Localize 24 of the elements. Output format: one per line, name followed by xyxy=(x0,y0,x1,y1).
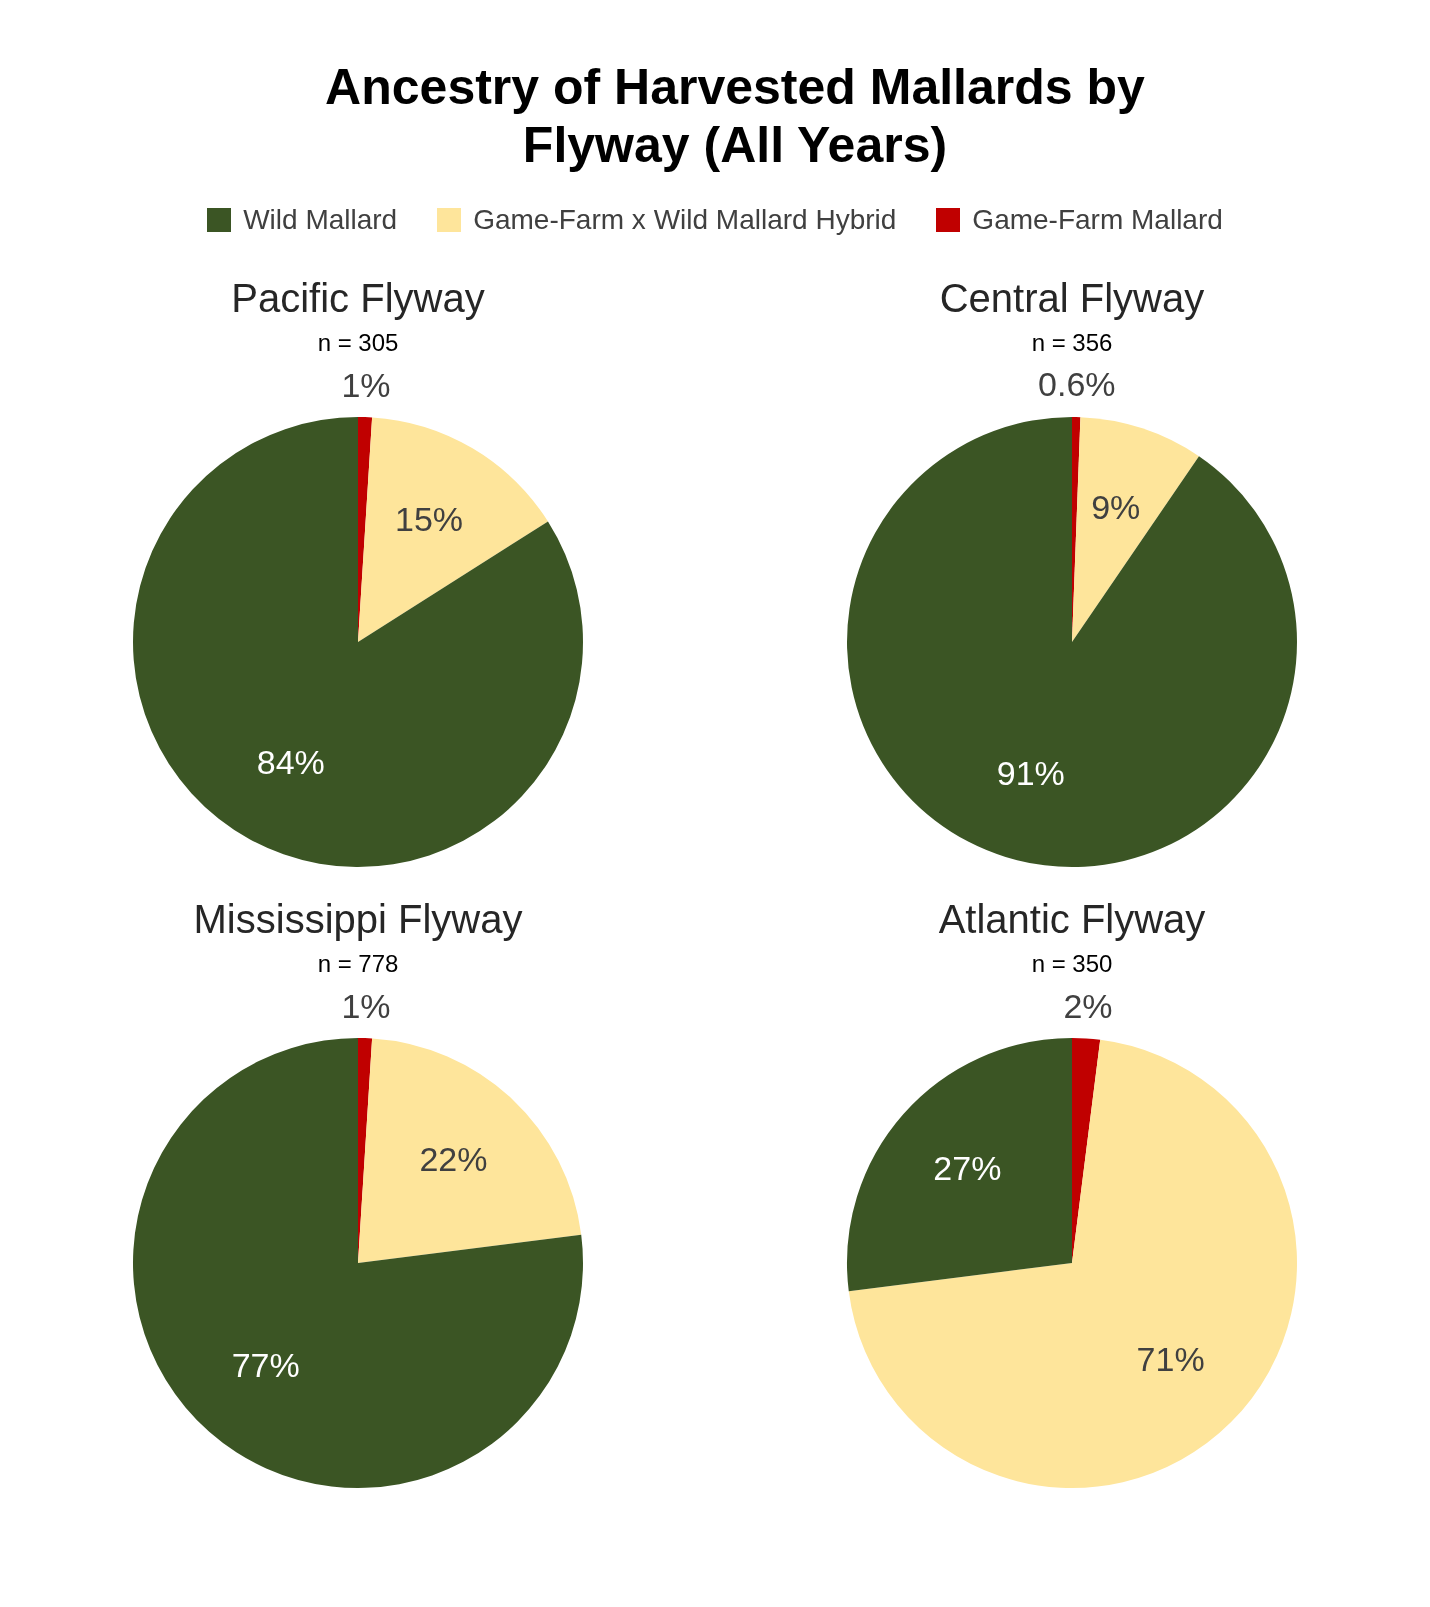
data-label: 84% xyxy=(256,742,325,781)
data-label: 22% xyxy=(419,1139,488,1178)
chart-subtitle: n = 356 xyxy=(1030,329,1114,357)
chart-subtitle: n = 350 xyxy=(1030,950,1114,978)
data-label: 77% xyxy=(231,1346,300,1385)
legend-label: Game-Farm Mallard xyxy=(972,204,1223,236)
data-label: 9% xyxy=(1091,487,1141,526)
legend-label: Game-Farm x Wild Mallard Hybrid xyxy=(473,204,897,236)
data-label: 71% xyxy=(1136,1340,1205,1379)
chart-subtitle: n = 778 xyxy=(316,950,400,978)
text: n = 305 xyxy=(316,329,400,357)
data-label: 1% xyxy=(341,986,391,1025)
text: Ancestry of Harvested Mallards by Flyway (All Years) xyxy=(324,58,1146,174)
chart-title: Mississippi Flyway xyxy=(192,897,524,942)
data-label: 0.6% xyxy=(1038,365,1116,404)
data-label: 27% xyxy=(933,1149,1002,1188)
data-label: 2% xyxy=(1063,986,1113,1025)
chart-title: Atlantic Flyway xyxy=(937,897,1207,942)
data-label: 15% xyxy=(394,500,464,539)
chart-title: Central Flyway xyxy=(938,276,1206,321)
data-label: 91% xyxy=(996,753,1065,792)
text: Pacific Flyway xyxy=(230,276,486,321)
data-label: 1% xyxy=(341,365,391,404)
legend-label: Wild Mallard xyxy=(243,204,398,236)
